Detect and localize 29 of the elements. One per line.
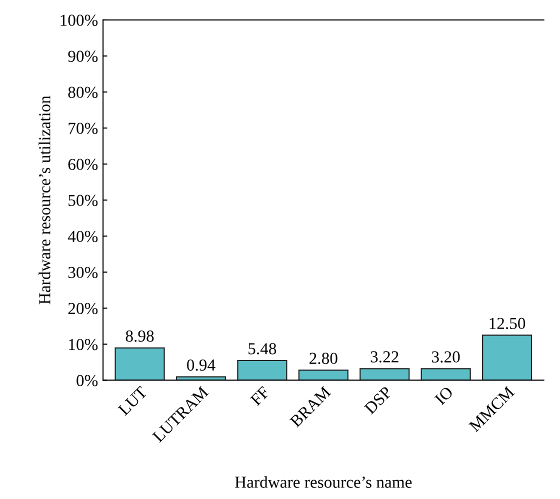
data-label: 5.48 [248,343,276,354]
x-tick-label: DSP [364,386,392,415]
bar [360,368,410,380]
y-tick-label: 90% [68,50,98,62]
x-axis-title: Hardware resource’s name [235,476,412,488]
y-tick-label: 0% [76,374,98,386]
bar [237,360,288,380]
data-label: 8.98 [126,330,154,342]
bar [114,347,165,380]
data-label: 3.22 [370,351,398,363]
data-label: 0.94 [187,359,216,371]
y-axis-title: Hardware resource’s utilization [38,96,50,304]
y-tick-label: 50% [68,194,98,206]
y-tick-label: 10% [69,338,98,350]
y-tick-label: 40% [68,230,98,242]
bar [482,334,532,380]
bar [298,370,348,380]
y-tick-label: 20% [68,302,98,314]
x-tick-label: IO [434,386,454,406]
y-tick-label: 70% [68,122,98,134]
y-tick-label: 100% [60,14,98,26]
data-label: 2.80 [310,352,338,364]
y-tick-label: 30% [68,266,98,278]
data-label: 12.50 [490,318,526,330]
data-label: 3.20 [432,351,460,363]
y-tick-label: 60% [68,158,98,170]
x-tick-label: FF [250,386,270,406]
y-tick-label: 80% [68,86,98,98]
bar [420,368,471,380]
